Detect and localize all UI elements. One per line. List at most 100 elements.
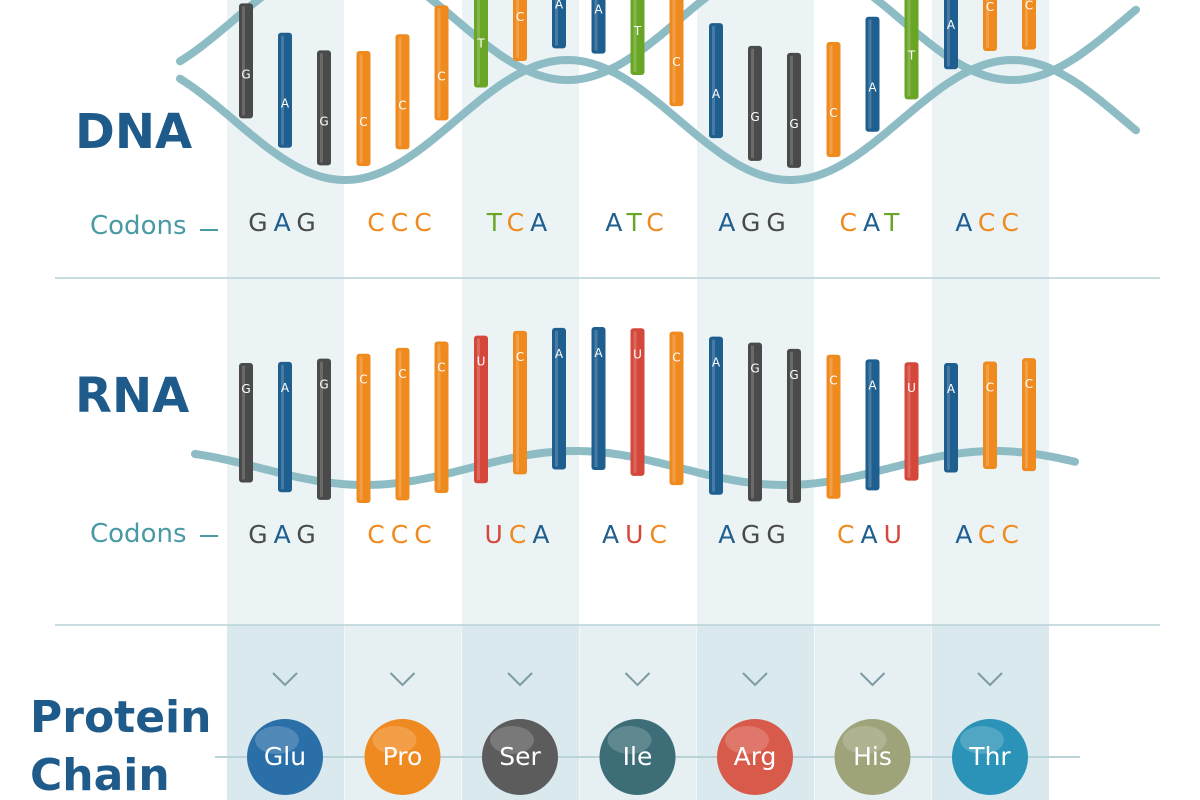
codon-letter: C	[391, 520, 414, 549]
base-letter: G	[241, 382, 250, 396]
codon-letter: C	[978, 520, 1001, 549]
codon-letter: A	[863, 208, 884, 237]
base-letter: C	[1025, 0, 1033, 13]
base-shine	[947, 365, 950, 470]
codon-letter: G	[296, 520, 321, 549]
codon-letter: C	[978, 208, 1001, 237]
base-shine	[359, 53, 363, 163]
base-shine	[712, 26, 715, 136]
rna-base	[865, 359, 880, 491]
dna-base	[983, 0, 997, 52]
codon-letter: C	[367, 520, 390, 549]
base-letter: C	[829, 106, 837, 120]
codon-letter: C	[1001, 208, 1024, 237]
amino-acid	[364, 719, 441, 795]
rna-base	[552, 327, 566, 470]
codon: TCA	[486, 208, 553, 237]
base-shine	[907, 0, 911, 97]
base-letter: U	[907, 381, 916, 395]
base-letter: G	[789, 368, 798, 382]
codon-letter: G	[741, 208, 766, 237]
base-shine	[829, 45, 833, 155]
base-letter: G	[750, 362, 759, 376]
codons-label: Codons	[90, 519, 187, 549]
base-letter: C	[516, 10, 524, 24]
amino-acid	[717, 719, 793, 795]
amino-acid	[834, 719, 911, 795]
codon-letter: A	[274, 208, 297, 237]
base-shine	[672, 0, 676, 104]
title-line: Chain	[30, 750, 170, 800]
base-shine	[555, 330, 558, 467]
chevron	[742, 672, 768, 687]
dna-base	[474, 0, 488, 88]
base-shine	[672, 334, 676, 483]
dna-base	[904, 0, 919, 100]
amino-acid	[952, 719, 1028, 795]
amino-label: Ile	[623, 742, 653, 771]
codon-letter: A	[532, 520, 555, 549]
rna-base	[317, 358, 331, 500]
codon: CCC	[367, 208, 437, 237]
amino-shine	[490, 726, 534, 754]
base-letter: U	[477, 355, 486, 369]
codon: UCA	[485, 520, 556, 549]
codon-letter: A	[718, 520, 741, 549]
base-shine	[712, 339, 715, 492]
base-shine	[242, 6, 245, 116]
base-shine	[516, 333, 519, 472]
base-shine	[281, 35, 284, 145]
dna-base	[944, 0, 958, 70]
base-shine	[477, 338, 480, 481]
dna-base	[317, 50, 331, 166]
codon-letter: C	[414, 520, 437, 549]
protein-title: Protein Chain	[30, 692, 211, 800]
base-letter: A	[947, 382, 956, 396]
rna-base	[434, 341, 449, 494]
base-letter: G	[319, 114, 328, 128]
base-letter: C	[359, 115, 367, 129]
rna-base	[748, 342, 762, 502]
rna-base	[356, 353, 371, 503]
chevron	[977, 672, 1003, 687]
amino-label: Thr	[968, 742, 1011, 771]
base-letter: C	[516, 350, 524, 364]
dna-base	[552, 0, 566, 49]
base-shine	[477, 0, 480, 85]
base-letter: C	[672, 55, 680, 69]
amino-shine	[255, 726, 299, 754]
codon-letter: A	[274, 520, 297, 549]
rna-base	[709, 336, 723, 495]
rna-base	[904, 362, 919, 481]
amino-label: Arg	[734, 742, 777, 771]
base-letter: A	[281, 97, 290, 111]
rna-base	[1022, 358, 1036, 472]
base-letter: C	[986, 0, 994, 14]
rna-base	[669, 331, 684, 486]
dna-base	[630, 0, 645, 75]
codon-letter: T	[883, 208, 905, 237]
base-letter: A	[868, 378, 877, 392]
base-letter: C	[1025, 377, 1033, 391]
codon: AGG	[718, 520, 791, 549]
codon: AUC	[602, 520, 673, 549]
column-band	[932, 0, 1049, 625]
codon-letter: G	[296, 208, 321, 237]
base-shine	[594, 0, 598, 51]
base-letter: C	[437, 361, 445, 375]
base-letter: C	[829, 374, 837, 388]
codons-label: Codons	[90, 211, 187, 241]
base-letter: G	[750, 110, 759, 124]
dna-base	[748, 45, 762, 161]
base-letter: G	[789, 117, 798, 131]
base-letter: U	[633, 347, 642, 361]
base-letter: C	[437, 69, 445, 83]
amino-shine	[607, 726, 652, 754]
base-letter: T	[633, 24, 642, 38]
codon-letter: G	[766, 208, 791, 237]
codon-letter: C	[837, 520, 860, 549]
base-shine	[1025, 361, 1028, 469]
codon-letter: U	[884, 520, 908, 549]
amino-label: Pro	[383, 742, 423, 771]
